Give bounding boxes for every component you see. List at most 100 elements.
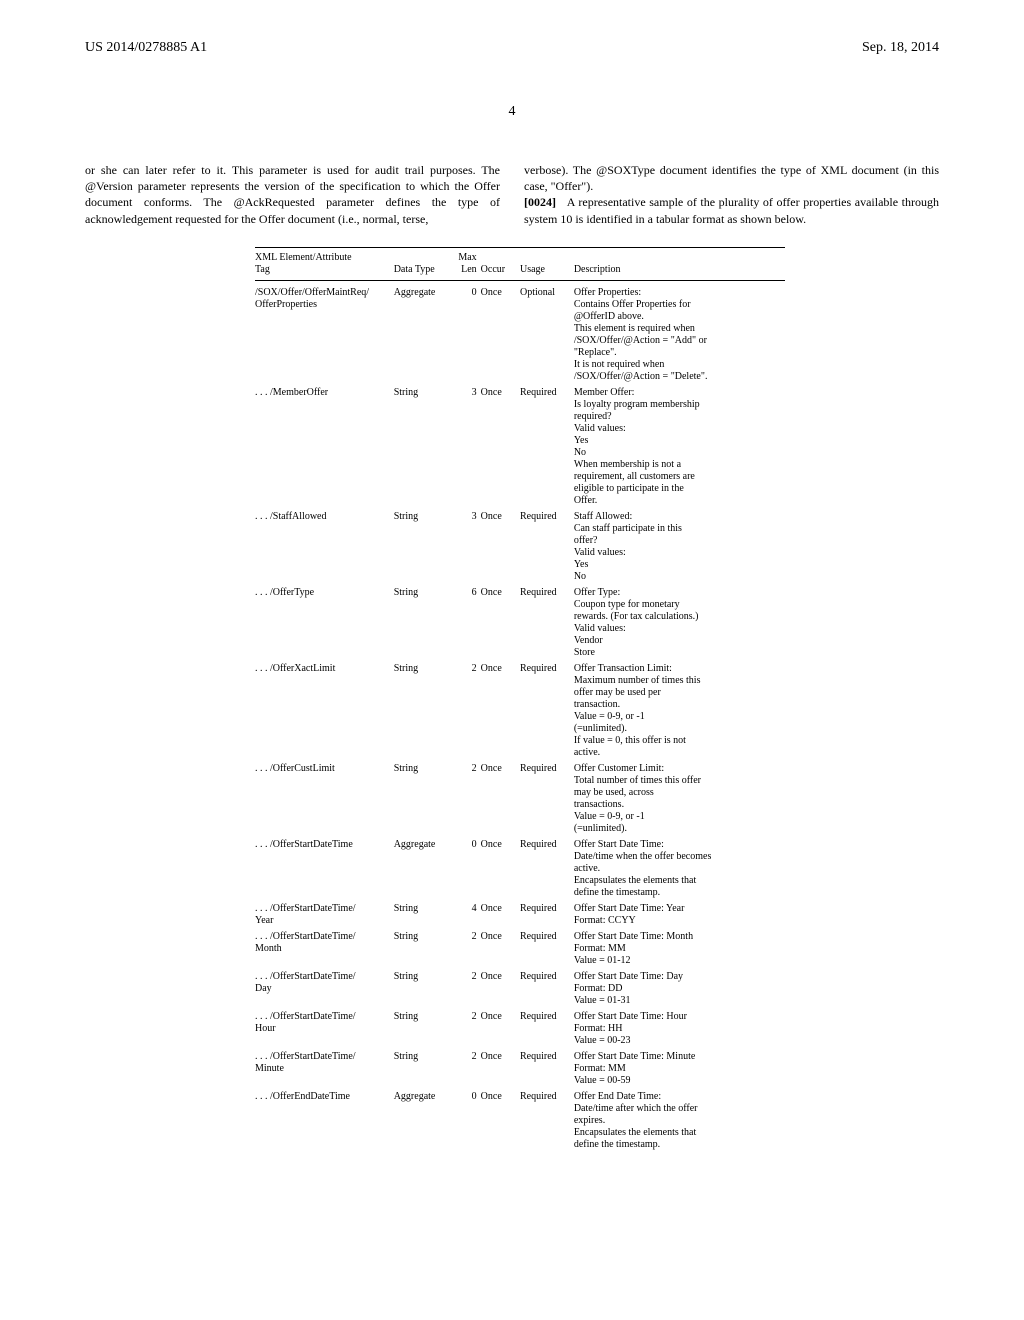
cell-len: 0 [452,280,481,385]
cell-type: String [394,1049,452,1089]
cell-desc: Offer Start Date Time:Date/time when the… [574,837,785,901]
th-usage: Usage [520,247,574,280]
cell-desc: Staff Allowed:Can staff participate in t… [574,509,785,585]
cell-type: String [394,661,452,761]
cell-len: 2 [452,761,481,837]
cell-tag: . . . /OfferStartDateTime/Hour [255,1009,394,1049]
table-row: . . . /OfferStartDateTime/YearString4Onc… [255,901,785,929]
cell-tag: . . . /OfferStartDateTime/Day [255,969,394,1009]
table-row: . . . /OfferStartDateTime/MinuteString2O… [255,1049,785,1089]
th-len-text: MaxLen [458,252,476,275]
cell-occur: Once [481,509,520,585]
cell-desc: Offer End Date Time:Date/time after whic… [574,1089,785,1153]
right-column-text-1: verbose). The @SOXType document identifi… [524,163,939,193]
cell-tag: . . . /OfferStartDateTime [255,837,394,901]
table-row: . . . /OfferCustLimitString2OnceRequired… [255,761,785,837]
cell-len: 0 [452,1089,481,1153]
cell-desc: Offer Start Date Time: HourFormat: HHVal… [574,1009,785,1049]
left-column: or she can later refer to it. This param… [85,162,500,227]
cell-type: String [394,929,452,969]
cell-desc: Offer Properties:Contains Offer Properti… [574,280,785,385]
cell-occur: Once [481,1089,520,1153]
cell-len: 0 [452,837,481,901]
cell-desc: Offer Transaction Limit:Maximum number o… [574,661,785,761]
table-row: /SOX/Offer/OfferMaintReq/OfferProperties… [255,280,785,385]
cell-usage: Required [520,837,574,901]
cell-tag: . . . /StaffAllowed [255,509,394,585]
cell-occur: Once [481,1009,520,1049]
th-usage-text: Usage [520,264,545,275]
cell-len: 2 [452,1009,481,1049]
body-columns: or she can later refer to it. This param… [85,162,939,227]
cell-occur: Once [481,901,520,929]
table-row: . . . /StaffAllowedString3OnceRequiredSt… [255,509,785,585]
cell-desc: Offer Customer Limit:Total number of tim… [574,761,785,837]
th-occur-text: Occur [481,264,505,275]
right-column: verbose). The @SOXType document identifi… [524,162,939,227]
cell-occur: Once [481,585,520,661]
cell-desc: Offer Type:Coupon type for monetaryrewar… [574,585,785,661]
publication-date: Sep. 18, 2014 [862,40,939,56]
cell-tag: . . . /OfferType [255,585,394,661]
table-row: . . . /MemberOfferString3OnceRequiredMem… [255,385,785,509]
cell-occur: Once [481,661,520,761]
cell-type: String [394,969,452,1009]
cell-occur: Once [481,761,520,837]
cell-tag: . . . /OfferStartDateTime/Year [255,901,394,929]
cell-occur: Once [481,969,520,1009]
cell-occur: Once [481,280,520,385]
th-desc-text: Description [574,264,621,275]
cell-len: 3 [452,385,481,509]
patent-page: US 2014/0278885 A1 Sep. 18, 2014 4 or sh… [0,0,1024,1193]
cell-type: Aggregate [394,1089,452,1153]
th-len: MaxLen [452,247,481,280]
cell-tag: . . . /OfferXactLimit [255,661,394,761]
cell-len: 2 [452,661,481,761]
cell-tag: /SOX/Offer/OfferMaintReq/OfferProperties [255,280,394,385]
cell-len: 2 [452,1049,481,1089]
cell-tag: . . . /OfferEndDateTime [255,1089,394,1153]
cell-usage: Required [520,761,574,837]
cell-usage: Required [520,385,574,509]
cell-tag: . . . /OfferStartDateTime/Month [255,929,394,969]
cell-type: String [394,901,452,929]
th-type: Data Type [394,247,452,280]
cell-occur: Once [481,385,520,509]
cell-tag: . . . /OfferStartDateTime/Minute [255,1049,394,1089]
table-row: . . . /OfferStartDateTime/DayString2Once… [255,969,785,1009]
cell-len: 2 [452,969,481,1009]
cell-type: Aggregate [394,280,452,385]
cell-usage: Required [520,1009,574,1049]
cell-desc: Member Offer:Is loyalty program membersh… [574,385,785,509]
cell-usage: Optional [520,280,574,385]
paragraph-number: [0024] [524,195,556,209]
cell-desc: Offer Start Date Time: MonthFormat: MMVa… [574,929,785,969]
cell-tag: . . . /MemberOffer [255,385,394,509]
cell-type: String [394,585,452,661]
cell-usage: Required [520,969,574,1009]
publication-number: US 2014/0278885 A1 [85,40,207,56]
cell-occur: Once [481,1049,520,1089]
table-row: . . . /OfferStartDateTimeAggregate0OnceR… [255,837,785,901]
cell-usage: Required [520,1049,574,1089]
cell-usage: Required [520,901,574,929]
table-row: . . . /OfferStartDateTime/HourString2Onc… [255,1009,785,1049]
left-column-text: or she can later refer to it. This param… [85,163,500,226]
th-desc: Description [574,247,785,280]
page-header: US 2014/0278885 A1 Sep. 18, 2014 [85,40,939,56]
cell-usage: Required [520,1089,574,1153]
cell-len: 2 [452,929,481,969]
cell-usage: Required [520,585,574,661]
cell-len: 6 [452,585,481,661]
th-tag: XML Element/AttributeTag [255,247,394,280]
table-row: . . . /OfferStartDateTime/MonthString2On… [255,929,785,969]
cell-usage: Required [520,929,574,969]
cell-len: 3 [452,509,481,585]
table-row: . . . /OfferEndDateTimeAggregate0OnceReq… [255,1089,785,1153]
page-number: 4 [85,104,939,120]
spec-table: XML Element/AttributeTag Data Type MaxLe… [255,247,785,1153]
cell-type: Aggregate [394,837,452,901]
cell-desc: Offer Start Date Time: YearFormat: CCYY [574,901,785,929]
cell-desc: Offer Start Date Time: MinuteFormat: MMV… [574,1049,785,1089]
th-occur: Occur [481,247,520,280]
